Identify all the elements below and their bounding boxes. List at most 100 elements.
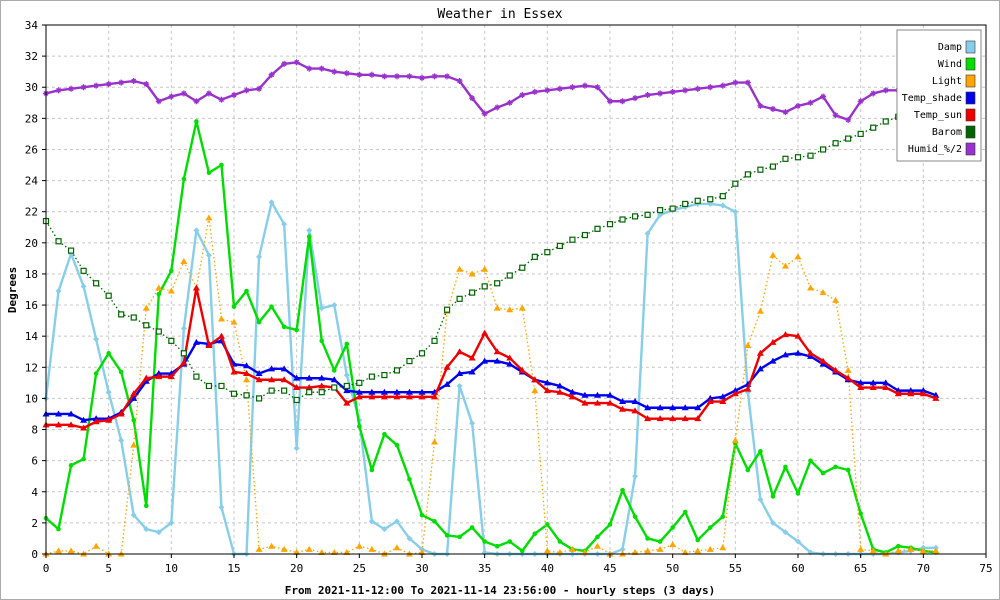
data-point-temp-sun (130, 390, 138, 397)
data-point-light (706, 545, 714, 552)
data-point-barom (218, 382, 225, 390)
data-point-damp (343, 372, 350, 379)
data-point-temp-sun (756, 349, 764, 356)
y-tick-label: 20 (25, 237, 38, 250)
data-point-light (857, 545, 865, 552)
data-point-temp-shade (243, 362, 251, 369)
y-tick-label: 6 (31, 455, 38, 468)
data-point-barom (531, 253, 538, 260)
data-point-barom (105, 292, 112, 299)
data-point-humid-2 (118, 79, 125, 86)
data-point-humid-2 (506, 99, 513, 106)
data-point-wind (156, 291, 162, 297)
data-point-temp-shade (405, 388, 413, 395)
data-point-barom (67, 247, 75, 254)
data-point-barom (456, 295, 463, 302)
data-point-temp-sun (556, 388, 564, 395)
data-point-barom (381, 371, 388, 379)
data-point-humid-2 (293, 59, 300, 66)
data-point-humid-2 (306, 65, 313, 72)
data-point-temp-shade (318, 374, 326, 381)
data-point-light (568, 545, 576, 552)
data-point-humid-2 (231, 92, 237, 99)
data-point-barom (594, 225, 601, 232)
data-point-temp-shade (393, 388, 401, 395)
data-point-humid-2 (569, 84, 576, 91)
data-point-temp-shade (330, 376, 338, 383)
data-point-light (330, 548, 338, 555)
data-point-wind (845, 467, 851, 473)
data-point-damp (632, 473, 639, 480)
data-point-humid-2 (80, 84, 87, 91)
data-point-barom (882, 118, 889, 125)
data-point-barom (368, 373, 375, 380)
data-point-light (130, 441, 138, 448)
data-point-damp (218, 504, 225, 511)
data-point-damp (256, 253, 263, 260)
data-point-wind (81, 456, 86, 462)
data-point-temp-shade (55, 410, 63, 417)
data-point-humid-2 (732, 79, 739, 86)
data-point-temp-shade (343, 387, 351, 394)
data-point-temp-shade (719, 393, 727, 400)
data-point-temp-shade (418, 388, 426, 395)
data-point-humid-2 (393, 73, 400, 80)
data-point-barom (80, 267, 87, 274)
y-tick-label: 28 (25, 112, 38, 125)
data-point-barom (243, 392, 250, 399)
data-point-humid-2 (682, 87, 689, 94)
data-point-temp-sun (142, 374, 150, 381)
data-point-temp-shade (656, 404, 664, 411)
data-point-wind (419, 512, 425, 518)
data-point-temp-sun (318, 382, 326, 389)
data-point-humid-2 (669, 88, 676, 95)
plot-frame (45, 24, 987, 555)
data-point-damp (130, 512, 137, 519)
data-point-wind (56, 526, 61, 532)
data-point-humid-2 (556, 85, 563, 92)
x-tick-label: 70 (917, 562, 930, 575)
data-point-barom (193, 373, 200, 380)
data-point-temp-shade (67, 410, 75, 417)
data-point-light (844, 366, 852, 373)
series-barom (42, 93, 939, 404)
x-tick-label: 50 (666, 562, 679, 575)
data-point-temp-sun (217, 332, 225, 339)
data-point-humid-2 (105, 81, 112, 88)
data-point-barom (506, 272, 513, 279)
y-tick-label: 16 (25, 299, 38, 312)
data-point-damp (619, 546, 626, 553)
data-point-wind (306, 234, 312, 239)
data-point-temp-shade (568, 388, 576, 395)
data-point-wind (682, 509, 688, 515)
data-point-light (456, 265, 464, 272)
legend-swatch-temp-shade (965, 91, 976, 105)
data-point-humid-2 (607, 98, 613, 105)
data-point-humid-2 (180, 90, 187, 97)
data-point-humid-2 (368, 71, 375, 78)
data-point-temp-sun (481, 329, 489, 336)
data-point-wind (645, 536, 650, 541)
data-point-light (744, 342, 752, 349)
data-point-barom (782, 155, 789, 162)
data-point-barom (682, 200, 689, 208)
data-point-wind (369, 467, 375, 473)
data-point-light (268, 542, 276, 549)
data-point-humid-2 (281, 60, 288, 67)
data-point-temp-shade (543, 379, 551, 386)
data-point-humid-2 (356, 71, 363, 78)
data-point-light (907, 545, 915, 552)
data-point-light (518, 304, 526, 311)
x-tick-label: 65 (854, 562, 867, 575)
data-point-humid-2 (882, 87, 889, 94)
data-point-temp-sun (606, 399, 614, 406)
data-point-wind (783, 464, 788, 470)
data-point-damp (93, 336, 100, 343)
data-point-temp-shade (493, 357, 501, 364)
data-point-temp-sun (117, 410, 125, 417)
data-point-humid-2 (707, 84, 714, 91)
y-tick-label: 22 (25, 206, 38, 219)
data-point-light (155, 284, 163, 291)
data-point-humid-2 (68, 85, 75, 92)
data-point-temp-shade (919, 387, 927, 394)
